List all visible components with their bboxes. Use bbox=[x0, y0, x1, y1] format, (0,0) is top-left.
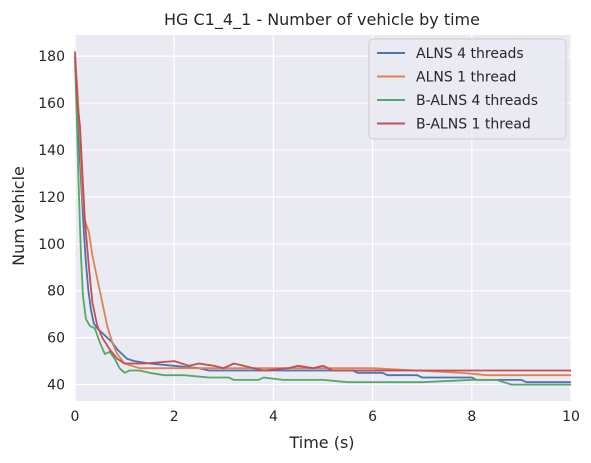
gridlines bbox=[74, 35, 572, 401]
y-tick-label: 160 bbox=[38, 96, 65, 112]
series-line-alns-4-threads bbox=[74, 56, 571, 384]
y-tick-label: 80 bbox=[47, 284, 65, 300]
y-tick-label: 140 bbox=[38, 143, 65, 159]
x-tick-label: 8 bbox=[467, 409, 476, 425]
y-tick-label: 40 bbox=[47, 378, 65, 394]
y-tick-label: 120 bbox=[38, 190, 65, 206]
y-tick-label: 180 bbox=[38, 49, 65, 65]
x-tick-label: 2 bbox=[170, 409, 179, 425]
series-line-b-alns-1-thread bbox=[74, 51, 571, 372]
series-line-b-alns-4-threads bbox=[74, 60, 571, 386]
x-tick-labels: 0 2 4 6 8 10 bbox=[71, 409, 580, 425]
legend: ALNS 4 threads ALNS 1 thread B-ALNS 4 thre… bbox=[368, 38, 567, 140]
y-axis-label: Num vehicle bbox=[9, 166, 28, 266]
y-tick-labels: 40 60 80 100 120 140 160 180 bbox=[38, 49, 65, 393]
x-tick-label: 4 bbox=[269, 409, 278, 425]
legend-label: B-ALNS 1 thread bbox=[416, 117, 531, 133]
x-tick-label: 6 bbox=[368, 409, 377, 425]
chart-title: HG C1_4_1 - Number of vehicle by time bbox=[164, 10, 480, 30]
legend-label: ALNS 1 thread bbox=[416, 70, 516, 86]
legend-box bbox=[368, 38, 567, 140]
x-axis-label: Time (s) bbox=[288, 433, 354, 452]
legend-label: B-ALNS 4 threads bbox=[416, 93, 538, 109]
x-tick-label: 10 bbox=[562, 409, 580, 425]
y-tick-label: 100 bbox=[38, 237, 65, 253]
series-layer bbox=[74, 51, 571, 386]
x-tick-label: 0 bbox=[71, 409, 80, 425]
y-tick-label: 60 bbox=[47, 331, 65, 347]
legend-label: ALNS 4 threads bbox=[416, 46, 524, 62]
